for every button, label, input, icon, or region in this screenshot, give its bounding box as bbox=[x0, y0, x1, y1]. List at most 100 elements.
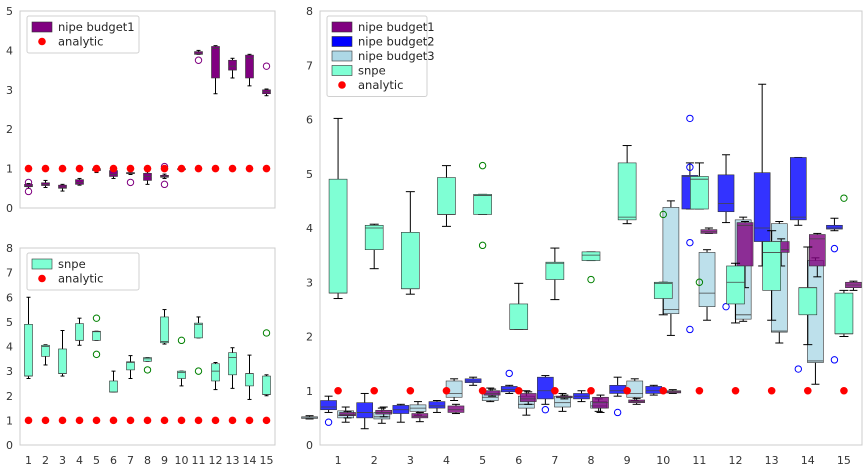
x-tick-label: 5 bbox=[93, 454, 100, 467]
legend-marker bbox=[338, 81, 346, 89]
x-tick-label: 12 bbox=[209, 454, 223, 467]
box-body bbox=[228, 352, 237, 376]
analytic-point bbox=[143, 416, 152, 425]
y-tick-label: 7 bbox=[306, 59, 313, 72]
legend-marker bbox=[38, 274, 46, 283]
flier-point bbox=[541, 406, 550, 414]
y-tick-label: 4 bbox=[6, 44, 13, 57]
box-5 bbox=[473, 161, 492, 250]
box-body bbox=[328, 178, 348, 294]
box-body bbox=[798, 287, 818, 316]
box-body bbox=[41, 344, 50, 357]
x-tick-label: 4 bbox=[443, 454, 450, 467]
box-body bbox=[537, 376, 554, 400]
analytic-point bbox=[659, 386, 668, 395]
flier-point bbox=[92, 350, 101, 359]
flier-point bbox=[794, 365, 802, 373]
box-11 bbox=[681, 114, 699, 334]
x-tick-label: 10 bbox=[656, 454, 670, 467]
box-4 bbox=[409, 401, 427, 416]
box-body bbox=[789, 157, 807, 221]
legend-marker bbox=[38, 37, 46, 46]
y-tick-label: 5 bbox=[6, 5, 13, 18]
flier-point bbox=[686, 238, 694, 247]
box-8 bbox=[573, 390, 590, 403]
flier-point bbox=[194, 56, 203, 64]
box-3 bbox=[58, 183, 67, 192]
box-14 bbox=[245, 53, 254, 87]
box-4 bbox=[447, 403, 465, 415]
analytic-point bbox=[75, 416, 84, 425]
series-nipe-budget2 bbox=[320, 83, 843, 430]
x-tick-label: 13 bbox=[765, 454, 779, 467]
box-8 bbox=[143, 357, 152, 374]
series-analytic bbox=[24, 416, 271, 425]
box-body bbox=[609, 385, 626, 394]
x-tick-label: 13 bbox=[226, 454, 240, 467]
box-body bbox=[473, 194, 492, 215]
box-12 bbox=[736, 220, 754, 289]
box-body bbox=[447, 405, 465, 413]
legend-item: analytic bbox=[338, 78, 403, 92]
box-body bbox=[653, 281, 673, 299]
flier-point bbox=[262, 62, 271, 70]
legend-item: nipe budget1 bbox=[331, 20, 435, 34]
box-5 bbox=[464, 376, 482, 386]
box-body bbox=[509, 303, 529, 330]
analytic-point bbox=[194, 416, 203, 425]
y-tick-label: 4 bbox=[6, 341, 13, 354]
y-tick-label: 0 bbox=[6, 439, 13, 452]
box-10 bbox=[664, 389, 682, 394]
x-tick-label: 11 bbox=[192, 454, 206, 467]
analytic-point bbox=[177, 416, 186, 425]
y-tick-label: 2 bbox=[306, 331, 313, 344]
box-body bbox=[753, 172, 771, 242]
flier-point bbox=[143, 366, 152, 374]
box-15 bbox=[262, 329, 271, 397]
box-6 bbox=[509, 282, 529, 330]
analytic-point bbox=[695, 386, 704, 395]
analytic-point bbox=[514, 386, 523, 395]
box-1 bbox=[24, 178, 33, 196]
x-tick-label: 3 bbox=[407, 454, 414, 467]
series-snpe bbox=[24, 296, 271, 400]
legend-box bbox=[26, 15, 140, 54]
analytic-point bbox=[478, 386, 487, 395]
box-body bbox=[581, 251, 601, 261]
x-tick-label: 6 bbox=[110, 454, 117, 467]
box-body bbox=[500, 386, 518, 393]
y-tick-label: 5 bbox=[306, 168, 313, 181]
analytic-point bbox=[126, 416, 135, 425]
flier-point bbox=[686, 163, 694, 171]
box-2 bbox=[375, 406, 393, 418]
analytic-point bbox=[109, 164, 118, 173]
analytic-point bbox=[228, 416, 237, 425]
box-8 bbox=[581, 251, 601, 284]
box-9 bbox=[628, 397, 645, 405]
box-body bbox=[762, 241, 781, 291]
flier-point bbox=[126, 178, 135, 187]
box-body bbox=[428, 401, 446, 409]
box-9 bbox=[617, 145, 637, 225]
box-7 bbox=[126, 171, 135, 187]
box-12 bbox=[211, 362, 220, 391]
analytic-point bbox=[75, 164, 84, 173]
box-body bbox=[617, 162, 637, 221]
x-tick-label: 6 bbox=[515, 454, 522, 467]
analytic-point bbox=[126, 164, 135, 173]
y-tick-label: 5 bbox=[6, 316, 13, 329]
box-body bbox=[228, 59, 237, 71]
x-tick-label: 5 bbox=[479, 454, 486, 467]
legend-swatch bbox=[331, 50, 353, 62]
box-body bbox=[194, 322, 203, 339]
flier-point bbox=[722, 302, 730, 311]
legend-label: snpe bbox=[58, 257, 86, 271]
box-11 bbox=[194, 49, 203, 64]
box-body bbox=[211, 46, 220, 79]
flier-point bbox=[686, 114, 694, 123]
box-1 bbox=[301, 415, 318, 420]
series-analytic bbox=[334, 386, 848, 395]
box-4 bbox=[437, 165, 456, 227]
box-body bbox=[483, 390, 501, 396]
